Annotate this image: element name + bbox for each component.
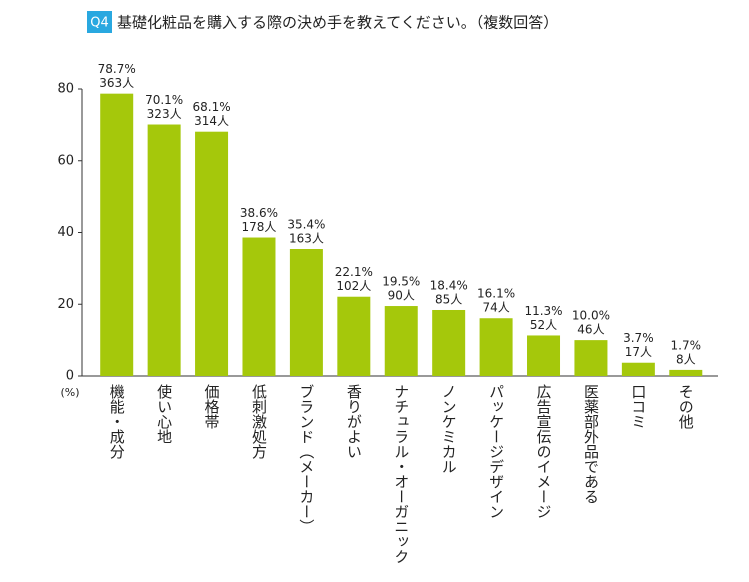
bar — [432, 309, 466, 376]
bar — [574, 340, 608, 376]
x-tick-label: 使い心地 — [155, 384, 173, 444]
x-tick-label: 機能・成分 — [108, 384, 126, 460]
count-label: 314人 — [194, 114, 229, 128]
x-tick-label: その他 — [677, 384, 695, 430]
bar — [527, 335, 561, 376]
y-tick-label: 60 — [57, 153, 74, 168]
value-label: 78.7% — [98, 62, 136, 76]
bar — [621, 362, 655, 376]
bar — [337, 296, 371, 376]
count-label: 8人 — [676, 352, 696, 366]
x-tick-label: 広告宣伝のイメージ — [535, 384, 553, 519]
y-tick-label: 20 — [57, 297, 74, 312]
x-tick-label: 医薬部外品である — [582, 384, 600, 504]
count-label: 52人 — [530, 318, 557, 332]
value-label: 68.1% — [192, 100, 230, 114]
bar — [289, 249, 323, 376]
x-tick-label: 低刺激処方 — [250, 384, 268, 460]
count-label: 102人 — [336, 279, 371, 293]
value-label: 70.1% — [145, 93, 183, 107]
x-tick-label: 価格帯 — [203, 384, 221, 429]
count-label: 178人 — [242, 220, 277, 234]
value-label: 3.7% — [623, 331, 654, 345]
bar — [242, 237, 276, 376]
value-label: 19.5% — [382, 275, 420, 289]
value-label: 35.4% — [287, 218, 325, 232]
x-tick-label: 口コミ — [629, 384, 647, 429]
count-label: 46人 — [577, 323, 604, 337]
value-label: 1.7% — [671, 338, 702, 352]
x-tick-label: ナチュラル・オーガニック — [392, 384, 410, 564]
x-tick-label: 香りがよい — [345, 384, 363, 459]
value-label: 10.0% — [572, 309, 610, 323]
bar — [147, 124, 181, 376]
value-label: 16.1% — [477, 287, 515, 301]
y-tick-label: 80 — [57, 82, 74, 97]
bar — [479, 318, 513, 376]
count-label: 74人 — [482, 301, 509, 315]
bar — [384, 306, 418, 376]
x-tick-label: ブランド（メーカー） — [297, 384, 315, 534]
chart-title: 基礎化粧品を購入する際の決め手を教えてください。（複数回答） — [117, 14, 558, 32]
count-label: 90人 — [388, 289, 415, 303]
value-label: 18.4% — [430, 278, 468, 292]
bar — [195, 131, 229, 376]
x-tick-label: パッケージデザイン — [487, 384, 505, 519]
count-label: 323人 — [147, 107, 182, 121]
bar — [669, 369, 703, 376]
y-unit: (%) — [60, 386, 79, 399]
count-label: 17人 — [625, 345, 652, 359]
y-tick-label: 40 — [57, 225, 74, 240]
y-tick-label: 0 — [66, 369, 74, 384]
value-label: 22.1% — [335, 265, 373, 279]
title-tag-box — [87, 11, 112, 33]
bar — [100, 93, 134, 376]
x-tick-label: ノンケミカル — [440, 384, 458, 474]
value-label: 38.6% — [240, 206, 278, 220]
count-label: 85人 — [435, 292, 462, 306]
value-label: 11.3% — [524, 304, 562, 318]
count-label: 163人 — [289, 232, 324, 246]
count-label: 363人 — [99, 76, 134, 90]
title-tag: Q4 — [90, 16, 109, 31]
